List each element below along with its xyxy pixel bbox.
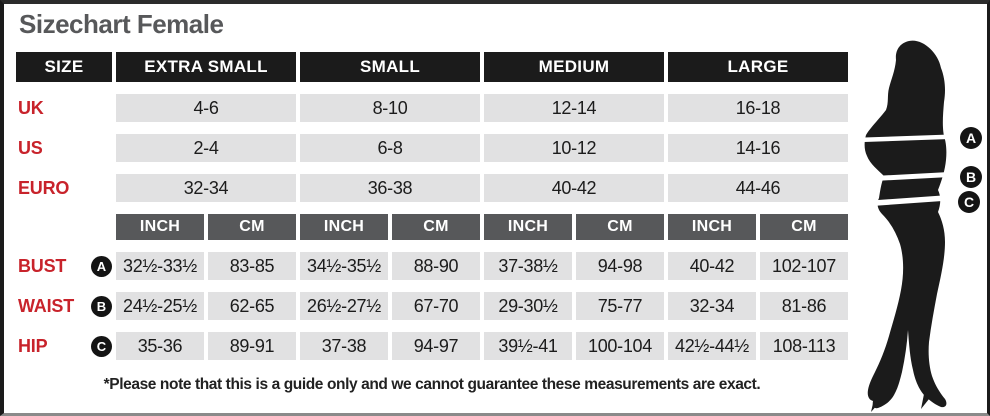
table-cell: 14-16 [668, 134, 848, 162]
table-cell: 44-46 [668, 174, 848, 202]
table-cell: 42½-44½ [668, 332, 756, 360]
figure-badge-b: B [960, 166, 982, 188]
unit-header-inch: INCH [116, 214, 204, 240]
bust-badge-a: A [91, 255, 112, 277]
table-cell: 83-85 [208, 252, 296, 280]
table-cell: 8-10 [300, 94, 480, 122]
table-cell: 94-98 [576, 252, 664, 280]
table-cell: 32-34 [668, 292, 756, 320]
table-cell: 89-91 [208, 332, 296, 360]
table-cell: 37-38½ [484, 252, 572, 280]
row-label-waist: WAIST B [16, 292, 112, 320]
table-cell: 2-4 [116, 134, 296, 162]
table-cell: 40-42 [668, 252, 756, 280]
table-cell: 12-14 [484, 94, 664, 122]
table-cell: 81-86 [760, 292, 848, 320]
row-label: HIP [18, 335, 48, 356]
table-cell: 88-90 [392, 252, 480, 280]
table-cell: 67-70 [392, 292, 480, 320]
unit-header-inch: INCH [484, 214, 572, 240]
row-label-bust: BUST A [16, 252, 112, 280]
unit-header-cm: CM [392, 214, 480, 240]
disclaimer-note: *Please note that this is a guide only a… [103, 376, 761, 393]
table-cell: 36-38 [300, 174, 480, 202]
table-cell: 29-30½ [484, 292, 572, 320]
table-cell: 24½-25½ [116, 292, 204, 320]
table-cell: 4-6 [116, 94, 296, 122]
table-cell: 10-12 [484, 134, 664, 162]
table-cell: 100-104 [576, 332, 664, 360]
unit-header-inch: INCH [668, 214, 756, 240]
row-label: EURO [18, 177, 70, 198]
unit-header-inch: INCH [300, 214, 388, 240]
table-cell: 6-8 [300, 134, 480, 162]
spacer-cell [16, 214, 112, 240]
figure-badge-c: C [958, 191, 980, 213]
table-cell: 16-18 [668, 94, 848, 122]
row-label-us: US [16, 134, 112, 162]
table-cell: 37-38 [300, 332, 388, 360]
header-medium: MEDIUM [484, 52, 664, 82]
unit-header-cm: CM [208, 214, 296, 240]
table-cell: 40-42 [484, 174, 664, 202]
figure-area: A B C [862, 38, 987, 413]
row-label: BUST [18, 255, 67, 276]
row-label: US [18, 137, 43, 158]
table-cell: 102-107 [760, 252, 848, 280]
row-label-uk: UK [16, 94, 112, 122]
hip-badge-c: C [91, 335, 112, 357]
sizechart-table: SIZE EXTRA SMALL SMALL MEDIUM LARGE UK 4… [16, 52, 848, 360]
table-cell: 108-113 [760, 332, 848, 360]
table-cell: 26½-27½ [300, 292, 388, 320]
table-cell: 62-65 [208, 292, 296, 320]
figure-badge-a: A [960, 127, 982, 149]
table-cell: 32½-33½ [116, 252, 204, 280]
female-figure-silhouette [863, 40, 953, 412]
table-cell: 94-97 [392, 332, 480, 360]
unit-header-cm: CM [760, 214, 848, 240]
header-extra-small: EXTRA SMALL [116, 52, 296, 82]
header-small: SMALL [300, 52, 480, 82]
header-large: LARGE [668, 52, 848, 82]
row-label-euro: EURO [16, 174, 112, 202]
table-cell: 32-34 [116, 174, 296, 202]
table-cell: 34½-35½ [300, 252, 388, 280]
table-cell: 39½-41 [484, 332, 572, 360]
header-size: SIZE [16, 52, 112, 82]
page-title: Sizechart Female [19, 9, 224, 39]
unit-header-cm: CM [576, 214, 664, 240]
row-label-hip: HIP C [16, 332, 112, 360]
table-cell: 75-77 [576, 292, 664, 320]
table-cell: 35-36 [116, 332, 204, 360]
row-label: WAIST [18, 295, 74, 316]
waist-badge-b: B [91, 295, 112, 317]
row-label: UK [18, 97, 44, 118]
